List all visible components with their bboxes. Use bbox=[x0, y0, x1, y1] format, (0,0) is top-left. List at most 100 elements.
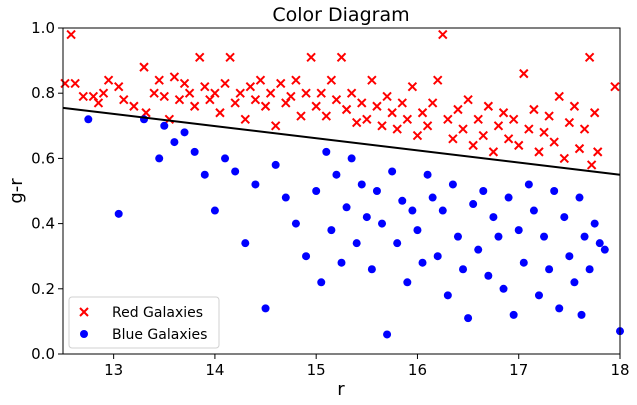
legend-marker-blue-galaxies bbox=[80, 330, 88, 338]
point-red-galaxies-81 bbox=[493, 121, 504, 131]
point-red-galaxies-89 bbox=[534, 147, 544, 157]
point-red-galaxies-97 bbox=[574, 143, 585, 154]
point-red-galaxies-74 bbox=[458, 124, 468, 134]
y-axis-ticks: 0.0 0.2 0.4 0.6 0.8 1.0 bbox=[31, 19, 63, 363]
point-blue-galaxies-68 bbox=[560, 213, 569, 222]
point-red-galaxies-66 bbox=[417, 108, 428, 118]
point-blue-galaxies-34 bbox=[388, 167, 397, 176]
point-blue-galaxies-71 bbox=[575, 193, 584, 202]
point-red-galaxies-60 bbox=[387, 108, 397, 118]
point-blue-galaxies-36 bbox=[398, 196, 407, 205]
legend-box bbox=[68, 296, 220, 349]
point-red-galaxies-0 bbox=[60, 78, 70, 89]
point-red-galaxies-84 bbox=[508, 114, 519, 124]
point-red-galaxies-4 bbox=[88, 91, 99, 102]
point-blue-galaxies-13 bbox=[251, 180, 260, 189]
point-blue-galaxies-46 bbox=[448, 180, 457, 189]
x-tick-label-5: 18 bbox=[610, 361, 629, 379]
point-red-galaxies-10 bbox=[129, 101, 139, 111]
point-blue-galaxies-60 bbox=[519, 258, 528, 267]
point-red-galaxies-87 bbox=[524, 124, 534, 134]
point-blue-galaxies-16 bbox=[281, 193, 290, 202]
point-red-galaxies-17 bbox=[169, 72, 180, 82]
point-red-galaxies-22 bbox=[195, 52, 205, 63]
point-blue-galaxies-59 bbox=[514, 226, 523, 235]
point-red-galaxies-101 bbox=[589, 108, 600, 118]
point-red-galaxies-79 bbox=[483, 101, 494, 111]
point-blue-galaxies-42 bbox=[428, 193, 437, 202]
point-red-galaxies-85 bbox=[514, 140, 524, 151]
x-tick-label-4: 17 bbox=[509, 361, 528, 379]
point-red-galaxies-2 bbox=[70, 78, 80, 89]
point-blue-galaxies-69 bbox=[565, 252, 574, 261]
point-red-galaxies-52 bbox=[346, 88, 357, 98]
y-tick-label-5: 1.0 bbox=[31, 19, 55, 37]
point-blue-galaxies-15 bbox=[271, 160, 280, 169]
point-red-galaxies-75 bbox=[463, 95, 473, 105]
point-red-galaxies-82 bbox=[498, 108, 509, 118]
point-red-galaxies-35 bbox=[260, 101, 271, 111]
point-red-galaxies-30 bbox=[235, 88, 245, 98]
point-red-galaxies-33 bbox=[250, 95, 261, 105]
point-red-galaxies-8 bbox=[113, 81, 124, 92]
point-blue-galaxies-44 bbox=[438, 206, 447, 215]
point-blue-galaxies-27 bbox=[352, 239, 361, 248]
point-red-galaxies-39 bbox=[281, 98, 291, 108]
point-red-galaxies-28 bbox=[225, 52, 235, 63]
y-axis-label: g-r bbox=[6, 178, 27, 204]
point-blue-galaxies-20 bbox=[317, 278, 326, 287]
point-blue-galaxies-28 bbox=[357, 180, 366, 189]
point-red-galaxies-57 bbox=[372, 101, 382, 111]
point-red-galaxies-1 bbox=[66, 29, 76, 40]
y-tick-label-0: 0.0 bbox=[31, 345, 55, 363]
point-red-galaxies-55 bbox=[362, 114, 372, 124]
point-blue-galaxies-35 bbox=[393, 239, 402, 248]
point-blue-galaxies-67 bbox=[555, 304, 564, 313]
point-red-galaxies-78 bbox=[478, 130, 488, 141]
point-red-galaxies-71 bbox=[443, 114, 453, 124]
point-red-galaxies-73 bbox=[453, 104, 463, 115]
point-blue-galaxies-58 bbox=[509, 310, 518, 319]
point-blue-galaxies-57 bbox=[504, 193, 513, 202]
point-blue-galaxies-10 bbox=[221, 154, 230, 163]
point-red-galaxies-100 bbox=[586, 160, 597, 170]
y-tick-label-1: 0.2 bbox=[31, 280, 55, 298]
point-red-galaxies-6 bbox=[98, 88, 109, 98]
point-blue-galaxies-25 bbox=[342, 203, 351, 212]
point-blue-galaxies-50 bbox=[469, 200, 478, 209]
point-blue-galaxies-45 bbox=[443, 291, 452, 300]
point-blue-galaxies-76 bbox=[595, 239, 604, 248]
x-tick-label-0: 13 bbox=[104, 361, 123, 379]
point-blue-galaxies-32 bbox=[378, 219, 387, 228]
point-red-galaxies-92 bbox=[549, 137, 559, 147]
point-red-galaxies-20 bbox=[184, 88, 195, 98]
point-red-galaxies-88 bbox=[529, 104, 539, 115]
point-blue-galaxies-11 bbox=[231, 167, 240, 176]
point-red-galaxies-27 bbox=[220, 78, 230, 89]
point-blue-galaxies-39 bbox=[413, 226, 422, 235]
point-red-galaxies-91 bbox=[544, 111, 554, 121]
point-blue-galaxies-33 bbox=[383, 330, 392, 339]
point-blue-galaxies-17 bbox=[291, 219, 300, 228]
point-red-galaxies-76 bbox=[468, 140, 478, 151]
chart-title: Color Diagram bbox=[272, 4, 409, 26]
point-red-galaxies-11 bbox=[139, 62, 149, 72]
point-blue-galaxies-56 bbox=[499, 284, 508, 293]
y-tick-label-4: 0.8 bbox=[31, 84, 55, 102]
point-blue-galaxies-26 bbox=[347, 154, 356, 163]
point-blue-galaxies-14 bbox=[261, 304, 270, 313]
point-red-galaxies-5 bbox=[93, 98, 104, 108]
point-red-galaxies-37 bbox=[270, 121, 281, 131]
point-blue-galaxies-5 bbox=[170, 138, 179, 147]
point-blue-galaxies-6 bbox=[180, 128, 189, 137]
point-red-galaxies-14 bbox=[154, 75, 164, 85]
point-blue-galaxies-47 bbox=[453, 232, 462, 241]
point-red-galaxies-59 bbox=[382, 91, 392, 102]
point-blue-galaxies-29 bbox=[362, 213, 371, 222]
point-red-galaxies-64 bbox=[407, 81, 418, 92]
point-blue-galaxies-7 bbox=[190, 147, 199, 156]
point-red-galaxies-41 bbox=[291, 75, 301, 85]
point-blue-galaxies-0 bbox=[84, 115, 93, 124]
point-blue-galaxies-41 bbox=[423, 170, 432, 179]
point-red-galaxies-53 bbox=[351, 117, 362, 128]
